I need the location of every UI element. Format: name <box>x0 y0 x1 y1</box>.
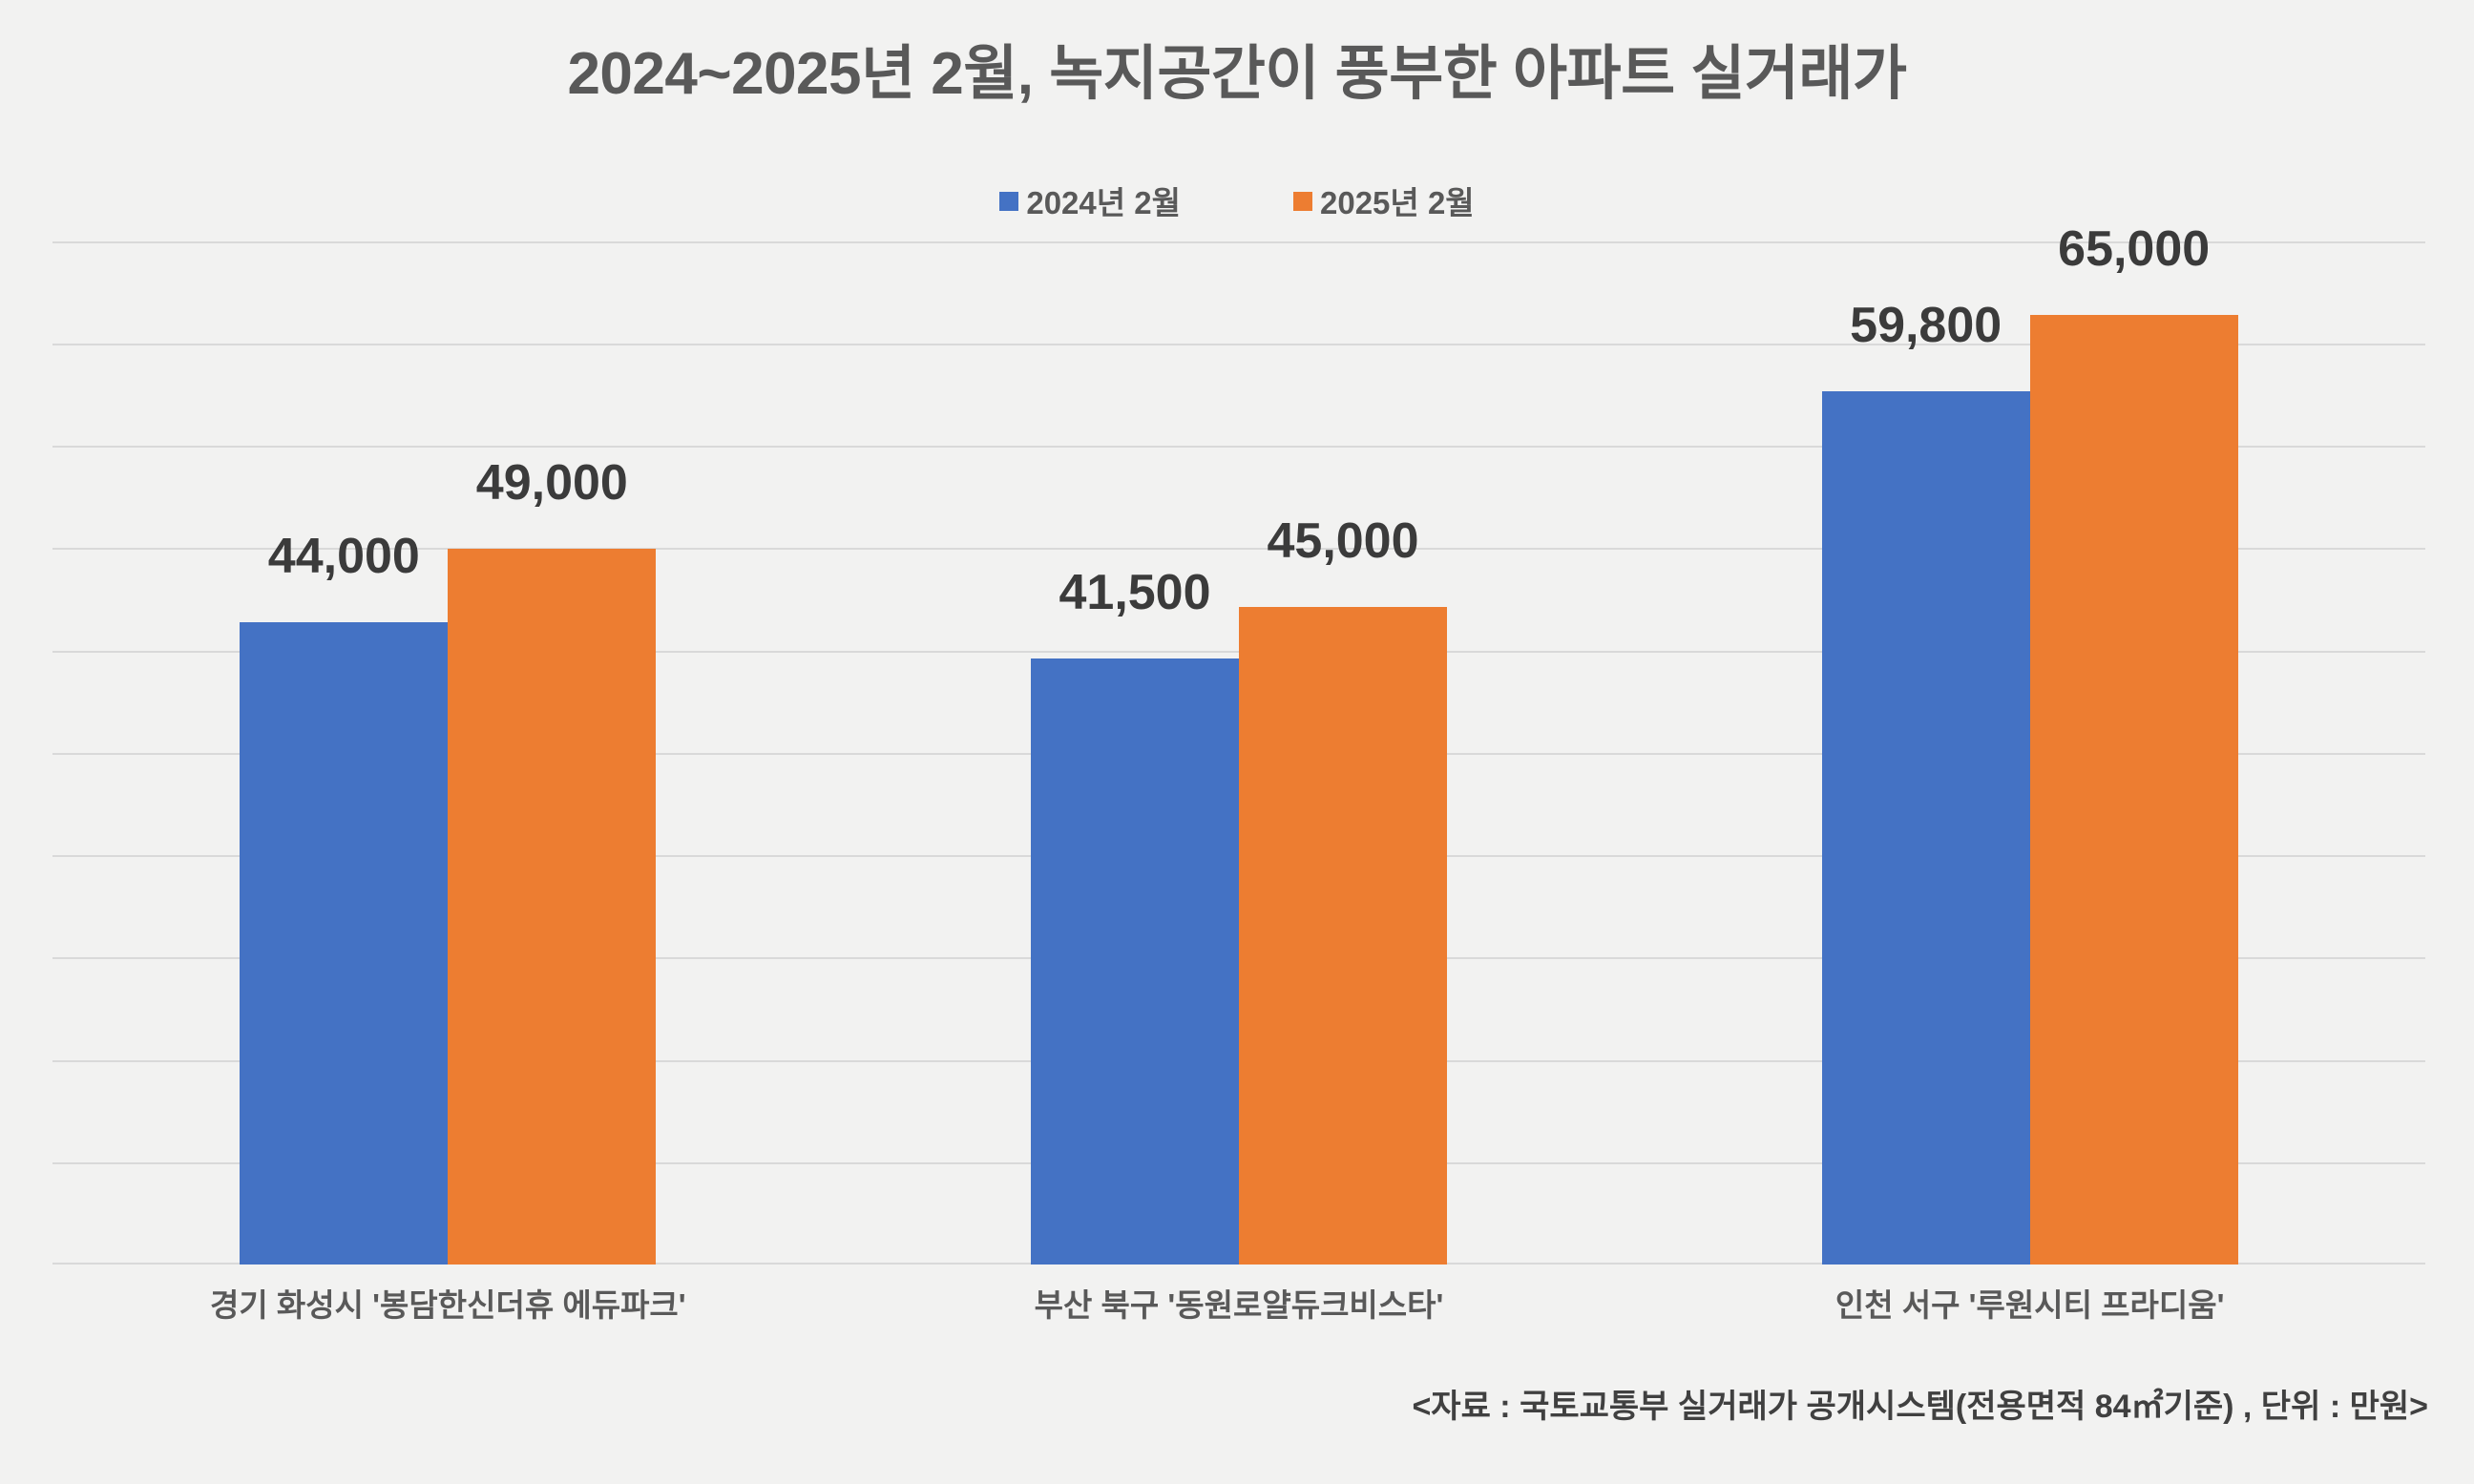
bar-value-label: 45,000 <box>1267 513 1419 569</box>
source-note: <자료 : 국토교통부 실거래가 공개시스템(전용면적 84㎡기준) , 단위 … <box>1412 1389 2428 1425</box>
bar-2025[interactable] <box>1239 607 1447 1265</box>
bar-wrap-2025: 49,000 <box>448 241 657 1265</box>
bar-group-2: 41,500 45,000 <box>844 241 1635 1265</box>
legend-swatch-orange-icon <box>1293 192 1312 211</box>
bar-value-label: 41,500 <box>1059 565 1211 620</box>
bar-2024[interactable] <box>1031 658 1239 1265</box>
legend-item-2025[interactable]: 2025년 2월 <box>1293 178 1475 223</box>
bar-value-label: 65,000 <box>2058 221 2211 277</box>
category-label-1: 경기 화성시 '봉담한신더휴 에듀파크' <box>210 1287 686 1323</box>
bar-group-1: 44,000 49,000 <box>52 241 844 1265</box>
category-axis: 경기 화성시 '봉담한신더휴 에듀파크' 부산 북구 '동원로얄듀크비스타' 인… <box>52 1280 2425 1326</box>
bar-2024[interactable] <box>1821 391 2030 1265</box>
bar-value-label: 49,000 <box>475 455 628 511</box>
bar-2024[interactable] <box>240 622 449 1265</box>
legend-swatch-blue-icon <box>999 192 1019 211</box>
bar-wrap-2024: 59,800 <box>1821 241 2030 1265</box>
chart-legend: 2024년 2월 2025년 2월 <box>0 178 2474 223</box>
category-label-3: 인천 서구 '루원시티 프라디움' <box>1835 1287 2225 1323</box>
bar-wrap-2024: 41,500 <box>1031 241 1239 1265</box>
bar-pair: 41,500 45,000 <box>1031 241 1447 1265</box>
bar-2025[interactable] <box>448 549 657 1265</box>
bar-wrap-2025: 45,000 <box>1239 241 1447 1265</box>
bar-pair: 59,800 65,000 <box>1821 224 2238 1265</box>
legend-label-2024: 2024년 2월 <box>1026 185 1181 220</box>
bar-groups: 44,000 49,000 41,500 45,000 <box>52 224 2425 1265</box>
legend-label-2025: 2025년 2월 <box>1320 185 1475 220</box>
bar-group-3: 59,800 65,000 <box>1634 224 2425 1265</box>
bar-pair: 44,000 49,000 <box>240 241 657 1265</box>
legend-item-2024[interactable]: 2024년 2월 <box>999 178 1181 223</box>
bar-wrap-2025: 65,000 <box>2029 224 2238 1265</box>
bar-2025[interactable] <box>2029 315 2238 1265</box>
category-label-2: 부산 북구 '동원로얄듀크비스타' <box>1034 1287 1444 1323</box>
bar-value-label: 59,800 <box>1850 298 2002 353</box>
plot-area: 44,000 49,000 41,500 45,000 <box>52 224 2425 1265</box>
bar-value-label: 44,000 <box>267 529 420 584</box>
bar-wrap-2024: 44,000 <box>240 241 449 1265</box>
chart-title: 2024~2025년 2월, 녹지공간이 풍부한 아파트 실거래가 <box>567 41 1907 107</box>
